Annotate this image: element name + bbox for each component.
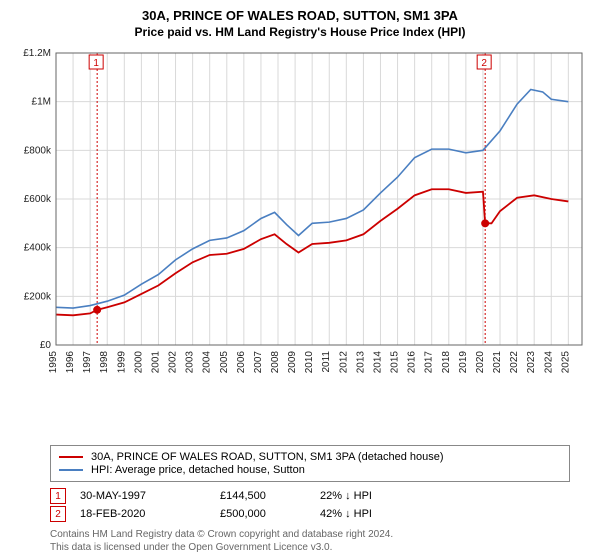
svg-text:1996: 1996 <box>65 351 76 374</box>
svg-text:2011: 2011 <box>321 351 332 373</box>
svg-text:2005: 2005 <box>219 351 230 374</box>
svg-text:2017: 2017 <box>424 351 435 374</box>
svg-text:2009: 2009 <box>287 351 298 374</box>
svg-text:1997: 1997 <box>82 351 93 374</box>
svg-text:1999: 1999 <box>116 351 127 374</box>
footer-line: This data is licensed under the Open Gov… <box>50 541 590 554</box>
transaction-price: £500,000 <box>220 508 320 520</box>
svg-text:2021: 2021 <box>492 351 503 374</box>
svg-text:1: 1 <box>93 58 99 69</box>
transaction-date: 18-FEB-2020 <box>80 508 220 520</box>
svg-text:2015: 2015 <box>390 351 401 374</box>
transaction-marker: 2 <box>50 506 66 522</box>
transaction-price: £144,500 <box>220 490 320 502</box>
svg-text:2023: 2023 <box>526 351 537 374</box>
svg-text:£600k: £600k <box>24 194 52 205</box>
svg-text:2: 2 <box>481 58 487 69</box>
svg-text:2024: 2024 <box>543 351 554 374</box>
svg-text:2004: 2004 <box>202 351 213 374</box>
svg-text:1998: 1998 <box>99 351 110 374</box>
transaction-date: 30-MAY-1997 <box>80 490 220 502</box>
svg-text:£1.2M: £1.2M <box>23 48 51 59</box>
transaction-row: 1 30-MAY-1997£144,50022% ↓ HPI <box>50 488 590 504</box>
chart-title: 30A, PRINCE OF WALES ROAD, SUTTON, SM1 3… <box>10 8 590 23</box>
svg-text:£800k: £800k <box>24 145 52 156</box>
chart-subtitle: Price paid vs. HM Land Registry's House … <box>10 25 590 39</box>
transactions-table: 1 30-MAY-1997£144,50022% ↓ HPI 2 18-FEB-202… <box>10 486 590 524</box>
svg-text:2020: 2020 <box>475 351 486 374</box>
svg-text:2007: 2007 <box>253 351 264 374</box>
svg-text:2008: 2008 <box>270 351 281 374</box>
transaction-marker: 1 <box>50 488 66 504</box>
svg-text:2001: 2001 <box>150 351 161 374</box>
svg-text:1995: 1995 <box>48 351 59 374</box>
legend-label: 30A, PRINCE OF WALES ROAD, SUTTON, SM1 3… <box>91 451 444 463</box>
footer-line: Contains HM Land Registry data © Crown c… <box>50 528 590 541</box>
legend-label: HPI: Average price, detached house, Sutt… <box>91 464 305 476</box>
svg-text:2013: 2013 <box>355 351 366 374</box>
svg-text:2019: 2019 <box>458 351 469 374</box>
svg-text:2022: 2022 <box>509 351 520 374</box>
svg-text:£400k: £400k <box>24 243 52 254</box>
svg-text:2016: 2016 <box>407 351 418 374</box>
svg-text:2012: 2012 <box>338 351 349 374</box>
svg-text:2000: 2000 <box>133 351 144 374</box>
svg-text:2018: 2018 <box>441 351 452 374</box>
legend-swatch <box>59 469 83 471</box>
svg-text:2002: 2002 <box>168 351 179 374</box>
svg-text:£1M: £1M <box>32 97 51 108</box>
svg-text:£0: £0 <box>40 340 52 351</box>
transaction-diff: 22% ↓ HPI <box>320 490 372 502</box>
legend-item: 30A, PRINCE OF WALES ROAD, SUTTON, SM1 3… <box>59 451 561 463</box>
svg-text:2014: 2014 <box>372 351 383 374</box>
transaction-row: 2 18-FEB-2020£500,00042% ↓ HPI <box>50 506 590 522</box>
svg-text:2006: 2006 <box>236 351 247 374</box>
chart-area: £0 £200k £400k £600k £800k £1M £1.2M 1995 1996 19… <box>10 45 590 439</box>
svg-text:2010: 2010 <box>304 351 315 374</box>
legend-item: HPI: Average price, detached house, Sutt… <box>59 464 561 476</box>
legend-swatch <box>59 456 83 458</box>
transaction-diff: 42% ↓ HPI <box>320 508 372 520</box>
svg-text:2025: 2025 <box>560 351 571 374</box>
svg-text:£200k: £200k <box>24 291 52 302</box>
chart-legend: 30A, PRINCE OF WALES ROAD, SUTTON, SM1 3… <box>50 445 570 482</box>
line-chart: £0 £200k £400k £600k £800k £1M £1.2M 1995 1996 19… <box>10 45 590 385</box>
svg-text:2003: 2003 <box>185 351 196 374</box>
footer-attribution: Contains HM Land Registry data © Crown c… <box>50 528 590 554</box>
